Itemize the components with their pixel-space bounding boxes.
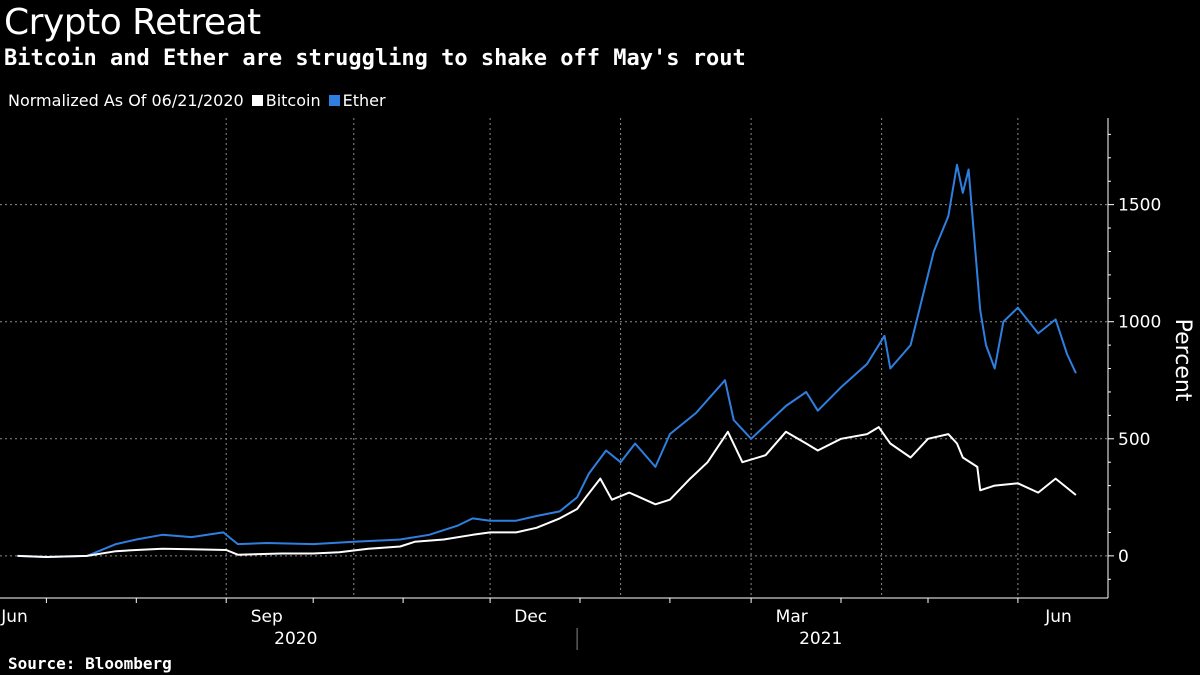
legend-label-bitcoin: Bitcoin — [265, 91, 321, 110]
x-tick-label: Jun — [1044, 607, 1072, 627]
series-line-bitcoin — [17, 426, 1077, 558]
legend-label-ether: Ether — [342, 91, 386, 110]
x-tick-label: Jun — [0, 607, 28, 627]
grid — [0, 118, 1108, 598]
chart-subtitle: Bitcoin and Ether are struggling to shak… — [4, 46, 746, 71]
y-tick-label: 1000 — [1118, 313, 1161, 333]
y-axis-label: Percent — [1170, 319, 1195, 402]
x-year-label: 2020 — [274, 629, 317, 649]
chart-title: Crypto Retreat — [4, 2, 261, 43]
legend-swatch-bitcoin — [251, 95, 263, 106]
y-tick-label: 1500 — [1118, 196, 1161, 216]
legend-swatch-ether — [328, 95, 340, 106]
series-line-ether — [17, 163, 1077, 558]
legend-prefix: Normalized As Of 06/21/2020 — [8, 91, 244, 110]
y-tick-label: 0 — [1118, 547, 1129, 567]
x-tick-label: Mar — [776, 607, 808, 627]
series-lines — [17, 163, 1077, 558]
x-year-label: 2021 — [799, 629, 842, 649]
legend: Normalized As Of 06/21/2020 Bitcoin Ethe… — [8, 91, 386, 110]
y-tick-label: 500 — [1118, 430, 1150, 450]
source-note: Source: Bloomberg — [8, 654, 172, 673]
x-tick-label: Dec — [514, 607, 547, 627]
x-tick-label: Sep — [251, 607, 283, 627]
axes: 0 500 1000 1500 Jun Sep Dec Mar Jun 2020 2021 — [0, 118, 1161, 650]
